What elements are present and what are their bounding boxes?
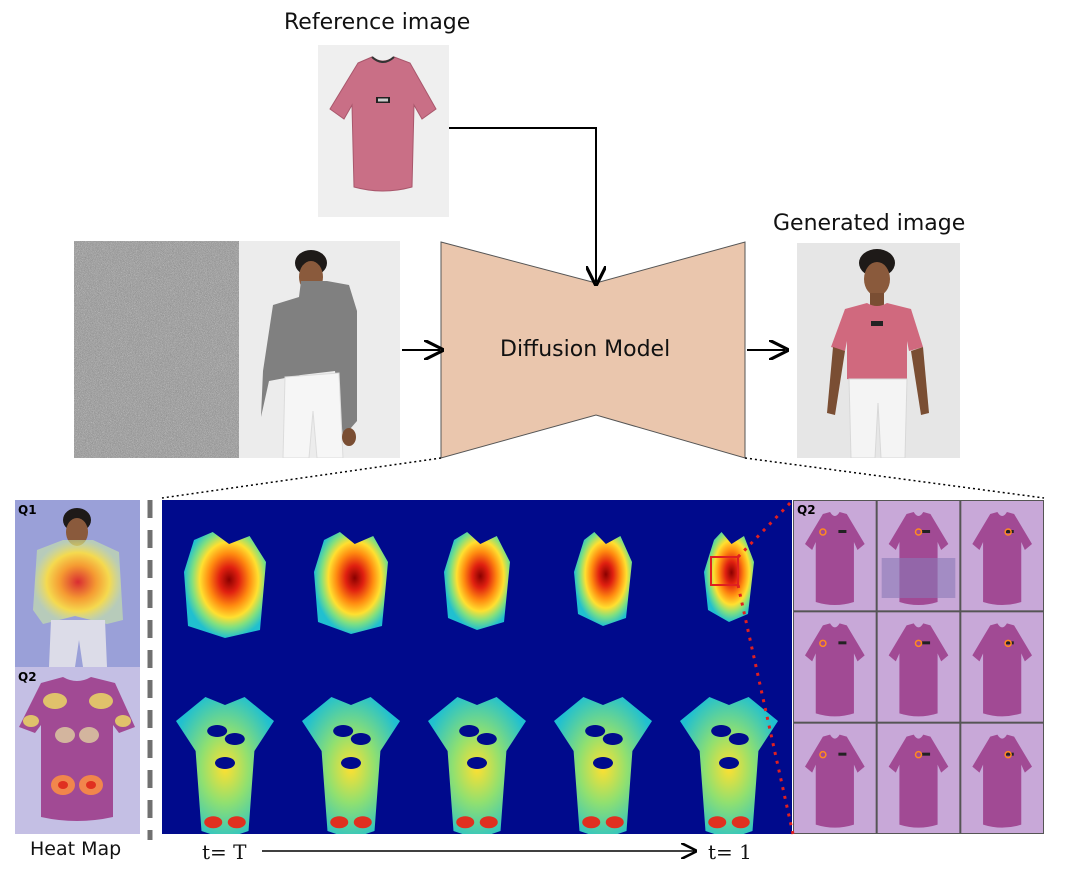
heatmap-cell bbox=[184, 532, 266, 638]
heatmap-cell bbox=[428, 697, 526, 834]
q2-left-label: Q2 bbox=[18, 670, 37, 684]
attention-heatmap-grid bbox=[162, 500, 792, 834]
heatmap-cell bbox=[680, 697, 778, 834]
heat-map-caption: Heat Map bbox=[30, 838, 122, 860]
q2-shirt-thumbnail bbox=[961, 723, 1043, 833]
blurred-patch bbox=[881, 558, 956, 598]
heatmap-cell bbox=[554, 697, 652, 834]
reference-image bbox=[318, 45, 449, 217]
q2-shirt-thumbnail bbox=[877, 723, 960, 833]
heatmap-cell bbox=[574, 532, 632, 626]
heatmap-q2-panel bbox=[15, 667, 140, 834]
q2-right-label: Q2 bbox=[797, 503, 816, 517]
q2-shirt-thumbnail bbox=[794, 723, 876, 833]
heatmap-cell bbox=[314, 532, 388, 634]
heatmap-cell bbox=[444, 532, 510, 630]
q2-shirt-thumbnail bbox=[961, 501, 1043, 611]
masked-person-image bbox=[239, 241, 400, 458]
time-start-label: t= T bbox=[202, 840, 247, 864]
q2-shirt-grid-panel bbox=[793, 500, 1044, 834]
heatmap-cell bbox=[302, 697, 400, 834]
noise-image bbox=[74, 241, 239, 458]
q2-shirt-thumbnail bbox=[794, 501, 876, 611]
heatmap-cell bbox=[704, 532, 754, 622]
diffusion-model-label: Diffusion Model bbox=[500, 337, 671, 362]
q1-label: Q1 bbox=[18, 503, 37, 517]
q2-shirt-thumbnail bbox=[794, 612, 876, 722]
q2-shirt-thumbnail bbox=[877, 612, 960, 722]
heatmap-cell bbox=[176, 697, 274, 834]
heatmap-q1-panel bbox=[15, 500, 140, 667]
q2-shirt-thumbnail bbox=[961, 612, 1043, 722]
generated-image-title: Generated image bbox=[773, 211, 966, 236]
generated-image bbox=[797, 243, 960, 458]
time-end-label: t= 1 bbox=[708, 840, 752, 864]
reference-image-title: Reference image bbox=[284, 10, 471, 35]
